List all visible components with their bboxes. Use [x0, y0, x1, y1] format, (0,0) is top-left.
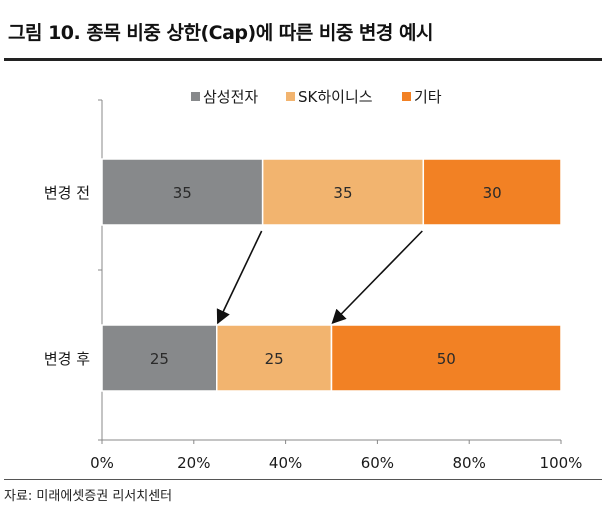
category-label: 변경 후 — [44, 350, 90, 368]
legend-label: 기타 — [414, 88, 442, 106]
x-tick-label: 60% — [361, 454, 394, 472]
annotation-arrow — [216, 230, 263, 325]
legend-label: 삼성전자 — [203, 88, 258, 106]
data-label: 25 — [265, 350, 284, 368]
bar-segment — [330, 324, 562, 392]
data-label: 25 — [150, 350, 169, 368]
category-label: 변경 전 — [44, 184, 90, 202]
annotation-arrow — [331, 230, 423, 325]
chart-title: 그림 10. 종목 비중 상한(Cap)에 따른 비중 변경 예시 — [8, 22, 433, 44]
legend-swatch — [286, 92, 295, 101]
data-label: 50 — [437, 350, 456, 368]
source-note: 자료: 미래에셋증권 리서치센터 — [4, 489, 173, 504]
bar-segment — [261, 158, 425, 226]
legend-swatch — [402, 92, 411, 101]
bar-segment — [422, 158, 562, 226]
data-label: 30 — [483, 184, 502, 202]
legend: 삼성전자 SK하이니스 기타 — [191, 88, 442, 106]
x-tick-label: 100% — [540, 454, 583, 472]
data-label: 35 — [173, 184, 192, 202]
x-tick-label: 20% — [177, 454, 210, 472]
data-label: 35 — [333, 184, 352, 202]
bars: 변경 전 35 35 30 변경 후 25 25 50 — [44, 158, 562, 392]
source-divider — [4, 479, 602, 480]
title-divider — [4, 58, 602, 61]
bar-segment — [101, 324, 218, 392]
x-tick-label: 40% — [269, 454, 302, 472]
bar-segment — [216, 324, 333, 392]
bar-segment — [101, 158, 264, 226]
x-tick-label: 80% — [453, 454, 486, 472]
legend-label: SK하이니스 — [298, 88, 373, 106]
legend-swatch — [191, 92, 200, 101]
annotation-arrows — [216, 230, 423, 325]
x-tick-label: 0% — [90, 454, 114, 472]
axes: 0% 20% 40% 60% 80% 100% — [90, 99, 583, 472]
